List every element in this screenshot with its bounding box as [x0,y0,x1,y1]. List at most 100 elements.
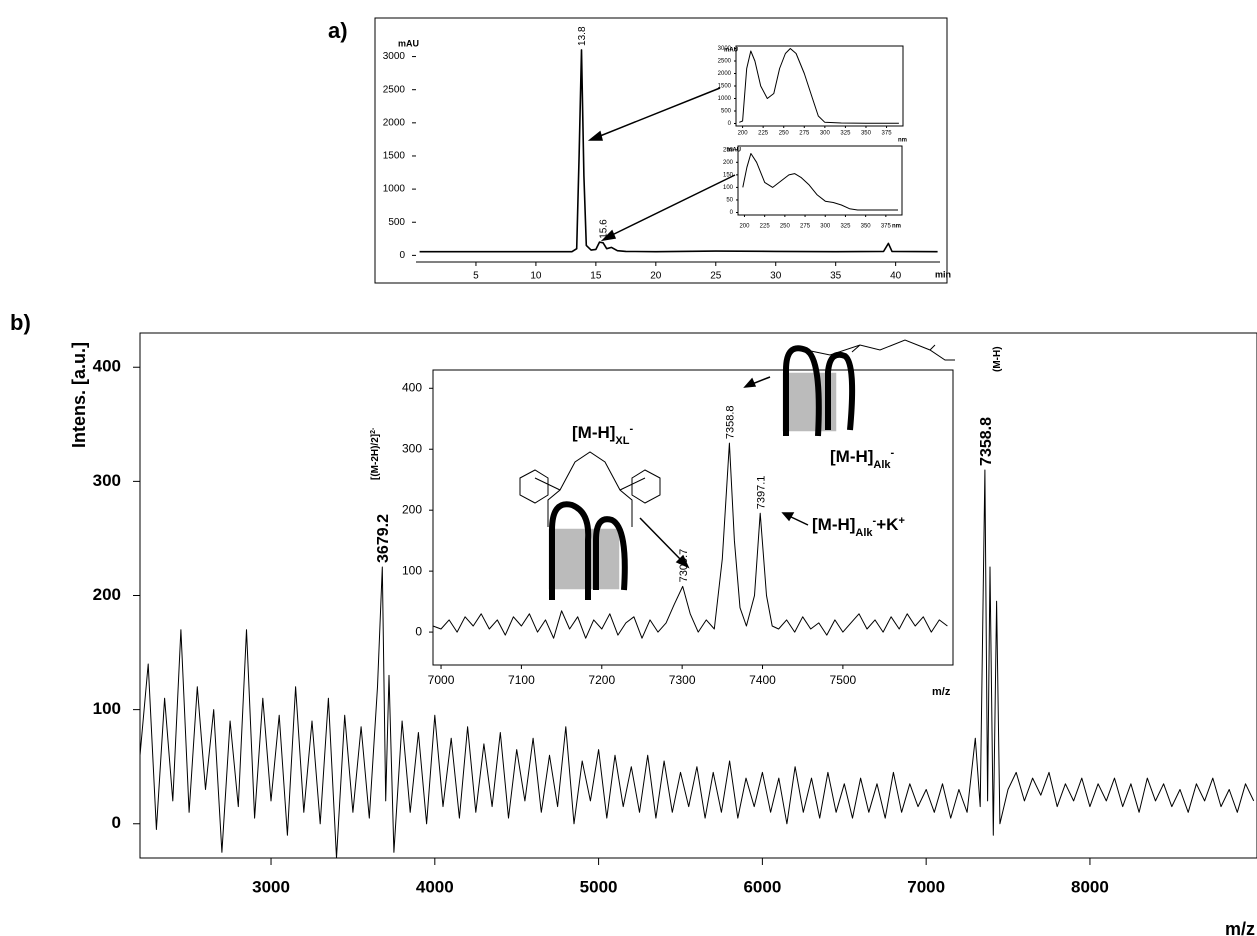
x-tick-label: 3000 [252,877,290,896]
linker [805,339,955,361]
y-tick-label: 100 [402,563,422,577]
y-tick-label: 1500 [718,84,732,90]
strand [549,501,628,600]
spectrum-line [432,442,948,639]
y-axis-label: mAU [398,38,419,48]
peak-label: 7397.1 [755,476,767,510]
y-tick-label: 100 [93,699,121,718]
annotation: (M-H) [992,346,1003,372]
x-tick-label: 5 [473,271,479,282]
x-tick-label: 375 [882,131,893,137]
x-tick-label: 375 [881,224,892,230]
y-tick-label: 50 [726,198,733,204]
y-tick-label: 2000 [718,71,732,77]
y-tick-label: 1000 [718,96,732,102]
x-axis-label: nm [898,138,907,144]
x-tick-label: 7000 [907,877,945,896]
x-axis-label: min [935,269,951,279]
x-tick-label: 325 [840,224,851,230]
x-tick-label: 7400 [749,673,776,687]
linker [519,451,661,527]
plot-frame [432,369,954,666]
x-tick-label: 6000 [743,877,781,896]
x-tick-label: 350 [861,131,872,137]
tetrad-block [547,527,621,591]
y-tick-label: 2500 [718,59,732,65]
arrow-head [587,130,603,141]
molecule-alk [781,339,955,437]
x-tick-label: 40 [890,271,902,282]
y-tick-label: 3000 [383,51,406,62]
y-tick-label: 0 [112,813,121,832]
y-tick-label: 400 [402,380,422,394]
arrows [587,87,809,569]
peak-label: 15.6 [599,219,610,239]
x-tick-label: 300 [820,131,831,137]
plot-frame [737,145,903,216]
y-tick-label: 100 [723,185,734,191]
annotation: [(M-2H)/2]2- [370,427,382,480]
x-tick-label: 20 [650,271,662,282]
x-axis-label: nm [892,224,901,230]
x-tick-label: 7500 [830,673,857,687]
arrow-head [781,512,795,522]
arrow-head [743,377,757,388]
y-tick-label: 200 [723,160,734,166]
x-tick-label: 15 [590,271,602,282]
y-tick-label: 2500 [383,84,406,95]
x-tick-label: 5000 [580,877,618,896]
arrow [607,174,736,238]
x-tick-label: 200 [739,224,750,230]
arrow [594,87,721,139]
arrow [639,517,684,563]
y-tick-label: 0 [399,250,405,261]
peak-label: 7358.8 [978,417,995,466]
inset-background [433,370,953,665]
x-tick-label: 7000 [428,673,455,687]
y-tick-label: 150 [723,172,734,178]
y-axis-label: Intens. [a.u.] [69,342,89,448]
y-tick-label: 0 [415,624,422,638]
panel-a-frame [374,17,948,284]
spectrum-line [742,153,898,211]
x-tick-label: 225 [760,224,771,230]
spectrum-line [739,48,899,124]
y-tick-label: 500 [721,109,732,115]
y-tick-label: 200 [402,502,422,516]
molecule-xl [519,451,661,600]
y-axis-label: mAU [724,48,738,54]
x-tick-label: 10 [530,271,542,282]
x-tick-label: 250 [779,131,790,137]
spectrum-line [139,469,1255,859]
x-axis-label: m/z [932,686,951,698]
arrow [788,515,809,526]
y-axis-label: mAU [727,148,741,154]
chart: 0 50 100 150 200 250 200 225 250 275 300 325 350 375 n… [723,145,903,230]
x-tick-label: 35 [830,271,842,282]
x-tick-label: 350 [861,224,872,230]
y-tick-label: 200 [93,585,121,604]
x-axis-label: m/z [1225,919,1255,936]
y-tick-label: 2000 [383,117,406,128]
y-tick-label: 300 [93,471,121,490]
x-tick-label: 4000 [416,877,454,896]
x-tick-label: 25 [710,271,722,282]
y-tick-label: 1000 [383,184,406,195]
arrow-head [600,229,617,242]
y-tick-label: 300 [402,441,422,455]
chart: 0 500 1000 1500 2000 2500 3000 200 225 250 275 300 3… [718,45,907,144]
peak-label: 13.8 [577,26,588,46]
x-tick-label: 300 [820,224,831,230]
x-tick-label: 7300 [669,673,696,687]
quadruplex [547,527,621,591]
x-tick-label: 275 [799,131,810,137]
y-tick-label: 400 [93,357,121,376]
chart: 0 100 200 300 400 7000 7100 7200 7300 7400 7500 m/z… [402,369,954,698]
spectrum-line [419,49,938,253]
y-tick-label: 500 [388,217,405,228]
panel-label: b) [10,310,31,335]
peak-label: 7358.8 [725,405,737,439]
x-tick-label: 250 [780,224,791,230]
